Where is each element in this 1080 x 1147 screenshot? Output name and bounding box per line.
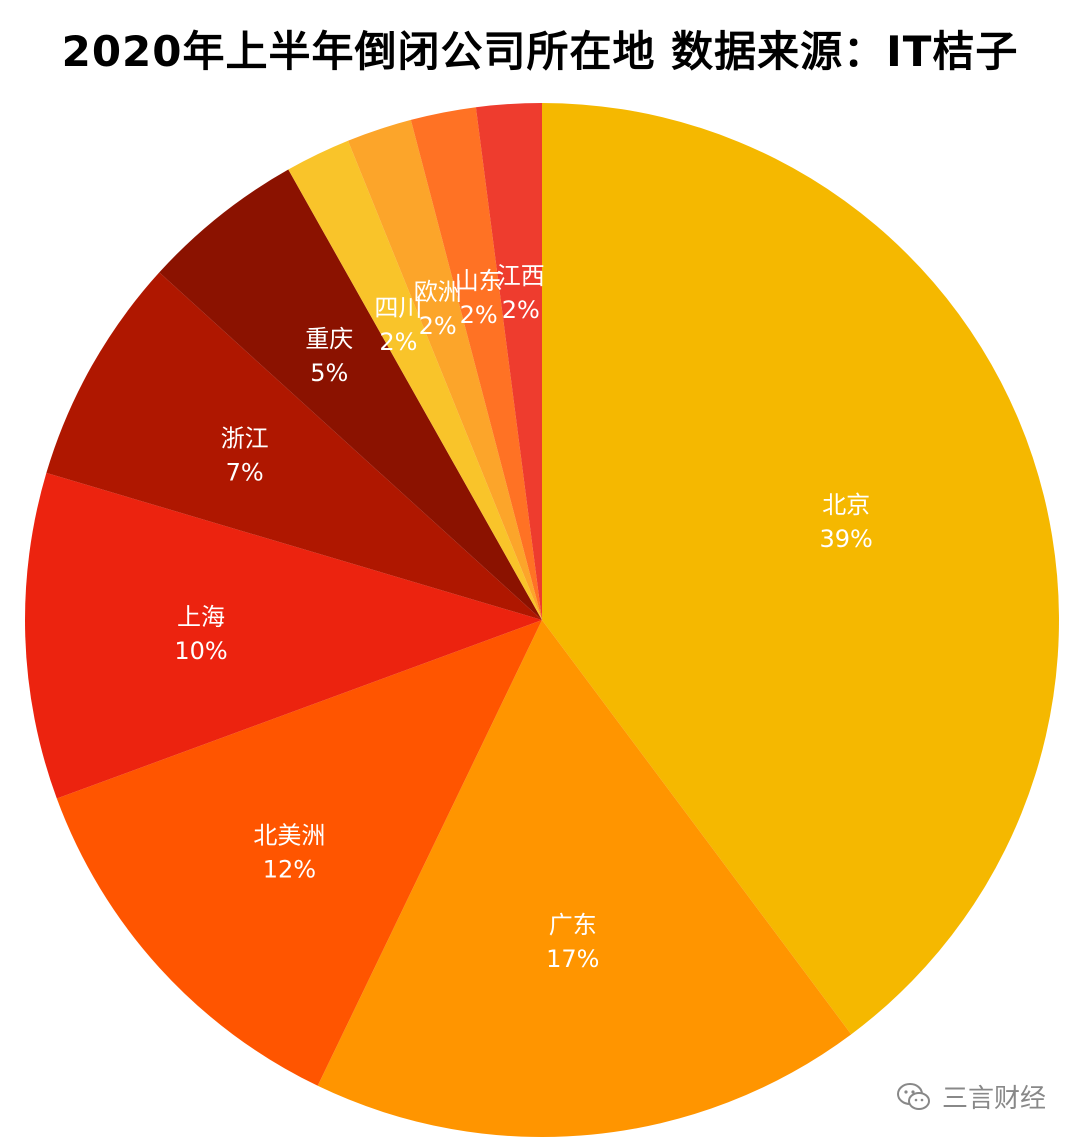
slice-label-4: 浙江 <box>221 425 269 453</box>
slice-value-label-7: 2% <box>419 312 457 340</box>
slice-value-label-1: 17% <box>546 945 599 973</box>
slice-label-5: 重庆 <box>305 325 353 353</box>
slice-value-label-6: 2% <box>379 328 417 356</box>
slice-label-7: 欧洲 <box>414 278 462 306</box>
slice-value-label-9: 2% <box>502 296 540 324</box>
slice-value-label-8: 2% <box>460 301 498 329</box>
pie-slice-6 <box>288 140 542 620</box>
pie-slice-1 <box>317 620 852 1137</box>
pie-slice-5 <box>159 169 542 620</box>
pie-slice-2 <box>56 620 543 1086</box>
chart-title: 2020年上半年倒闭公司所在地 数据来源：IT桔子 <box>61 27 1019 76</box>
pie-slice-3 <box>25 472 543 799</box>
slice-label-1: 广东 <box>549 911 597 939</box>
pie-slice-8 <box>410 107 542 621</box>
slice-label-9: 江西 <box>497 262 545 290</box>
slice-value-label-5: 5% <box>310 359 348 387</box>
pie-labels: 北京39%广东17%北美洲12%上海10%浙江7%重庆5%四川2%欧洲2%山东2… <box>174 262 873 973</box>
pie-slice-4 <box>46 272 543 620</box>
slice-label-3: 上海 <box>177 603 225 631</box>
slice-value-label-4: 7% <box>226 459 264 487</box>
slice-value-label-0: 39% <box>820 525 873 553</box>
pie-slices <box>25 103 1059 1137</box>
slice-value-label-2: 12% <box>263 855 316 883</box>
pie-slice-9 <box>475 103 542 620</box>
slice-label-8: 山东 <box>455 267 503 295</box>
pie-slice-7 <box>347 119 542 620</box>
slice-label-0: 北京 <box>822 491 870 519</box>
pie-slice-0 <box>542 103 1059 1035</box>
slice-value-label-3: 10% <box>174 637 227 665</box>
watermark: 三言财经 <box>896 1078 1046 1115</box>
wechat-icon <box>896 1082 932 1112</box>
slice-label-2: 北美洲 <box>253 821 325 849</box>
slice-label-6: 四川 <box>374 294 422 322</box>
watermark-text: 三言财经 <box>941 1084 1046 1114</box>
